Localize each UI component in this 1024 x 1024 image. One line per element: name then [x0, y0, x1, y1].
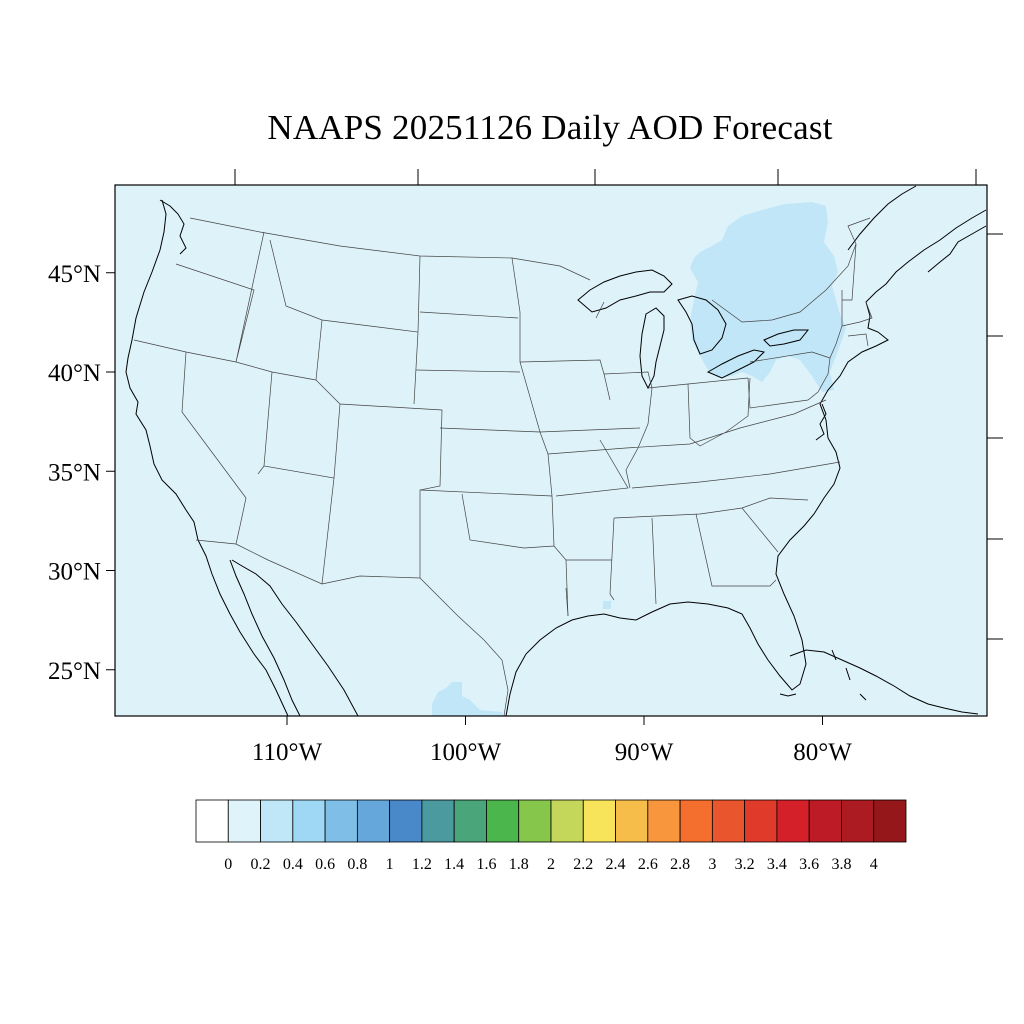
canada-border: [189, 217, 591, 281]
mexico-pacific: [231, 559, 359, 717]
pacific-coast: [125, 199, 289, 717]
colorbar-box: [421, 799, 455, 843]
baja-gulf-coast: [229, 559, 301, 717]
chesapeake: [815, 403, 827, 441]
canada-east-coast: [847, 185, 917, 251]
map-frame: [114, 184, 988, 717]
florida-keys: [779, 693, 797, 697]
colorbar-label: 1.6: [476, 856, 496, 873]
state-lines-west: [133, 231, 443, 585]
colorbar-box: [324, 799, 358, 843]
colorbar-box: [195, 799, 229, 843]
bahamas: [831, 649, 867, 701]
colorbar-box: [292, 799, 326, 843]
colorbar-label: 2.8: [670, 856, 690, 873]
colorbar-label: 0.2: [251, 856, 271, 873]
state-lines-plains: [415, 257, 641, 617]
lake-huron: [677, 295, 727, 355]
colorbar-label: 0.6: [315, 856, 335, 873]
colorbar-box: [453, 799, 487, 843]
colorbar-box: [873, 799, 907, 843]
puget-sound: [159, 199, 187, 255]
colorbar-box: [260, 799, 294, 843]
colorbar-label: 3.4: [767, 856, 787, 873]
right-ticks: [987, 233, 1003, 640]
colorbar-label: 3.8: [831, 856, 851, 873]
colorbar-box: [615, 799, 649, 843]
colorbar-label: 2: [547, 856, 555, 873]
lat-tick-label: 30°N: [48, 559, 101, 586]
colorbar-box: [582, 799, 616, 843]
colorbar-label: 1.8: [509, 856, 529, 873]
colorbar-label: 0.4: [283, 856, 303, 873]
aod-region-mexico: [432, 682, 504, 716]
lat-tick-label: 40°N: [48, 360, 101, 387]
lon-tick-label: 80°W: [793, 739, 852, 766]
colorbar-box: [841, 799, 875, 843]
colorbar-label: 2.6: [638, 856, 658, 873]
top-ticks: [234, 169, 977, 185]
great-lakes: [577, 269, 810, 390]
lon-tick-label: 90°W: [615, 739, 674, 766]
lake-superior: [577, 269, 673, 313]
lon-axis: 110°W 100°W 90°W 80°W: [252, 716, 852, 766]
colorbar-label: 4: [870, 856, 878, 873]
state-lines-northeast: [747, 243, 873, 409]
colorbar-box: [227, 799, 261, 843]
colorbar-label: 2.2: [573, 856, 593, 873]
colorbar-label: 1.2: [412, 856, 432, 873]
state-lines-midwest: [555, 301, 841, 519]
chart-title: NAAPS 20251126 Daily AOD Forecast: [267, 108, 833, 147]
colorbar-box: [776, 799, 810, 843]
lake-ontario: [763, 329, 810, 347]
political-boundaries: [133, 217, 873, 717]
newfoundland: [927, 225, 987, 273]
lon-tick-label: 110°W: [252, 739, 323, 766]
lat-tick-label: 35°N: [48, 459, 101, 486]
aod-elevated-regions: [432, 202, 846, 716]
canada-border-east: [711, 217, 871, 323]
cuba: [789, 649, 979, 715]
colorbar-box: [679, 799, 713, 843]
lake-michigan: [639, 307, 665, 390]
colorbar-box: [808, 799, 842, 843]
colorbar-label: 3.2: [735, 856, 755, 873]
coastlines: [125, 185, 987, 717]
map-background: [115, 185, 987, 716]
aod-region-gulf: [603, 601, 611, 609]
colorbar-box: [518, 799, 552, 843]
colorbar-box: [550, 799, 584, 843]
colorbar-label: 1: [386, 856, 394, 873]
colorbar-label: 0: [224, 856, 232, 873]
gulf-coast: [505, 209, 987, 717]
colorbar-box: [744, 799, 778, 843]
aod-region-great-lakes: [690, 202, 846, 392]
lat-tick-label: 45°N: [48, 261, 101, 288]
colorbar-label: 3.6: [799, 856, 819, 873]
colorbar-box: [647, 799, 681, 843]
colorbar-label: 2.4: [606, 856, 626, 873]
colorbar-box: [711, 799, 746, 843]
colorbar-label: 1.4: [444, 856, 464, 873]
colorbar-label: 3: [708, 856, 716, 873]
lat-axis: 45°N 40°N 35°N 30°N 25°N: [48, 261, 115, 685]
lon-tick-label: 100°W: [430, 739, 501, 766]
state-lines-south: [565, 507, 779, 617]
lake-erie: [706, 349, 766, 379]
lat-tick-label: 25°N: [48, 658, 101, 685]
colorbar-box: [486, 799, 520, 843]
colorbar-box: [356, 799, 391, 843]
aod-colorbar: 0 0.2 0.4 0.6 0.8 1 1.2 1.4 1.6 1.8 2 2.2 2.4 2.6 2.8 3…: [195, 799, 907, 873]
colorbar-box: [389, 799, 423, 843]
colorbar-label: 0.8: [347, 856, 367, 873]
